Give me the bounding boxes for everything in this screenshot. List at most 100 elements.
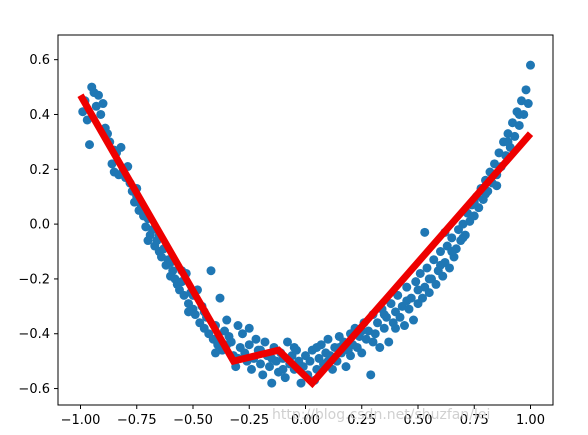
fit-line <box>77 93 534 389</box>
scatter-point <box>190 310 200 320</box>
scatter-point <box>503 137 513 147</box>
scatter-point <box>420 227 430 237</box>
scatter-point <box>368 337 378 347</box>
scatter-point <box>526 60 535 70</box>
scatter-point <box>422 263 432 273</box>
scatter-point <box>283 337 292 347</box>
scatter-point <box>168 266 178 276</box>
y-tick-label: 0.2 <box>29 163 50 178</box>
x-tick-label: 0.75 <box>460 413 489 428</box>
scatter-point <box>91 101 101 111</box>
scatter-point <box>260 337 270 347</box>
scatter-point <box>386 299 396 309</box>
scatter-point <box>415 268 425 278</box>
scatter-point <box>490 159 499 169</box>
scatter-point <box>247 364 256 374</box>
scatter-point <box>141 222 151 232</box>
scatter-point <box>98 99 108 109</box>
scatter-point <box>400 321 409 331</box>
scatter-point <box>366 370 376 380</box>
scatter-point <box>411 277 421 287</box>
scatter-point <box>267 353 277 363</box>
scatter-point <box>278 364 288 374</box>
scatter-point <box>265 362 274 372</box>
scatter-point <box>391 323 400 333</box>
scatter-point <box>514 120 524 130</box>
scatter-point <box>379 323 389 333</box>
scatter-point <box>409 315 418 325</box>
scatter-point <box>402 296 412 306</box>
scatter-point <box>517 96 526 106</box>
scatter-point <box>375 342 385 352</box>
scatter-point <box>503 129 513 139</box>
scatter-point <box>404 304 414 314</box>
scatter-point <box>341 362 351 372</box>
scatter-point <box>402 282 412 292</box>
scatter-point <box>222 315 232 325</box>
scatter-point <box>429 255 439 265</box>
scatter-point <box>157 252 166 262</box>
scatter-point <box>280 373 290 383</box>
scatter-point <box>305 356 315 366</box>
scatter-point <box>94 90 103 100</box>
y-tick-label: 0.0 <box>29 218 50 233</box>
x-tick-label: 0.00 <box>291 413 320 428</box>
scatter-point <box>438 271 448 281</box>
scatter-point <box>289 342 299 352</box>
scatter-point <box>469 211 479 221</box>
scatter-point <box>312 342 322 352</box>
scatter-point <box>267 378 277 388</box>
scatter-point <box>373 318 382 328</box>
scatter-point <box>447 247 457 257</box>
scatter-point <box>508 118 517 128</box>
y-tick-label: 0.4 <box>29 108 50 123</box>
scatter-point <box>447 233 457 243</box>
scatter-point <box>436 260 445 270</box>
x-tick-label: 0.25 <box>347 413 376 428</box>
scatter-point <box>445 263 454 273</box>
scatter-point <box>492 181 502 191</box>
scatter-point <box>494 148 504 158</box>
watermark: http://blog.csdn.net/shuzfan/lei <box>272 407 490 423</box>
scatter-point <box>323 334 333 344</box>
scatter-point <box>179 290 189 300</box>
scatter-point <box>523 99 533 109</box>
scatter-point <box>436 247 445 257</box>
scatter-point <box>395 312 405 322</box>
scatter-point <box>233 321 243 331</box>
scatter-point <box>244 340 254 350</box>
y-tick-label: −0.6 <box>18 382 50 397</box>
scatter-point <box>370 329 380 339</box>
scatter-point <box>361 334 371 344</box>
scatter-point <box>418 293 427 303</box>
scatter-point <box>238 329 247 339</box>
scatter-point <box>184 307 193 317</box>
scatter-point <box>424 274 434 284</box>
scatter-point <box>424 288 434 298</box>
scatter-point <box>251 334 261 344</box>
scatter-point <box>379 310 389 320</box>
scatter-point <box>357 348 367 358</box>
x-tick-label: −0.50 <box>173 413 213 428</box>
x-tick-label: 1.00 <box>516 413 545 428</box>
scatter-point <box>206 266 216 276</box>
scatter-point <box>384 337 394 347</box>
scatter-point <box>346 351 355 361</box>
x-tick-label: −0.75 <box>117 413 157 428</box>
fit-line-layer <box>77 93 534 389</box>
plot-area-frame <box>57 34 554 406</box>
scatter-point <box>143 236 153 246</box>
y-axis: −0.6 −0.4 −0.2 0.0 0.2 0.4 0.6 <box>18 53 58 397</box>
scatter-points <box>78 60 535 388</box>
x-tick-label: 0.50 <box>404 413 433 428</box>
scatter-point <box>458 233 468 243</box>
x-axis: −1.00 −0.75 −0.50 −0.25 0.00 0.25 0.50 0.75 1.00 <box>61 405 545 428</box>
scatter-point <box>258 370 268 380</box>
scatter-point <box>85 140 94 150</box>
scatter-point <box>211 348 220 358</box>
scatter-point <box>256 359 265 369</box>
y-tick-label: −0.2 <box>18 272 50 287</box>
y-tick-label: 0.6 <box>29 53 50 68</box>
scatter-point <box>510 131 520 141</box>
